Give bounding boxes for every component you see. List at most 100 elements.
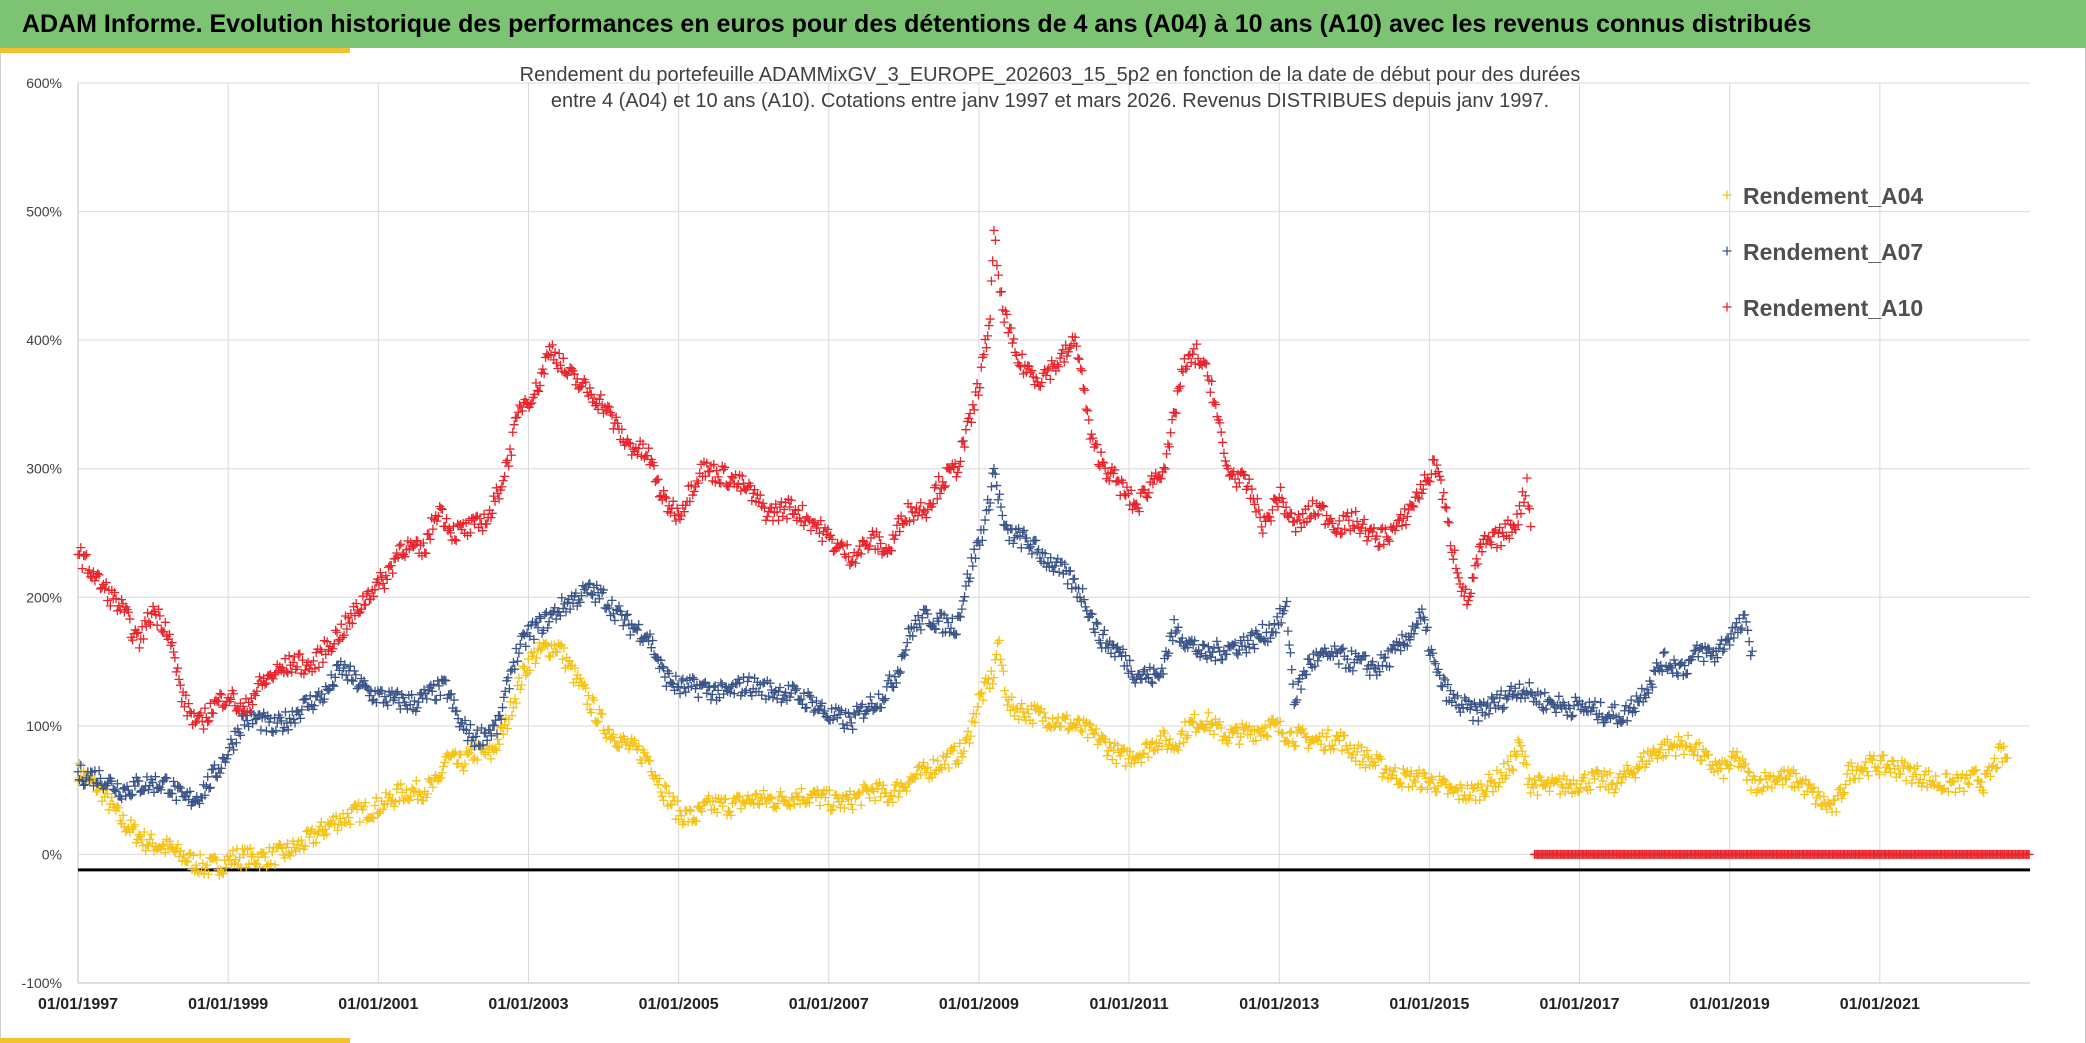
- data-point: [1358, 519, 1368, 529]
- data-point: [1554, 691, 1564, 701]
- data-point: [1188, 349, 1198, 359]
- data-point: [80, 780, 90, 790]
- data-point: [506, 666, 516, 676]
- data-point: [1293, 510, 1303, 520]
- data-point: [889, 534, 899, 544]
- data-point: [358, 591, 368, 601]
- data-point: [1287, 508, 1297, 518]
- data-point: [588, 590, 598, 600]
- data-point: [1072, 341, 1082, 351]
- data-point: [575, 674, 585, 684]
- data-point: [84, 775, 94, 785]
- data-point: [1027, 366, 1037, 376]
- data-point: [1217, 655, 1227, 665]
- chart-title-line: Rendement du portefeuille ADAMMixGV_3_EU…: [520, 64, 1581, 86]
- data-point: [1187, 716, 1197, 726]
- data-point: [949, 463, 959, 473]
- data-point: [700, 471, 710, 481]
- data-point: [1240, 641, 1250, 651]
- data-point: [1105, 737, 1115, 747]
- data-point: [940, 481, 950, 491]
- data-point: [778, 511, 788, 521]
- data-point: [691, 684, 701, 694]
- data-point: [440, 757, 450, 767]
- data-point: [505, 444, 515, 454]
- data-point: [817, 698, 827, 708]
- data-point: [472, 725, 482, 735]
- data-point: [646, 643, 656, 653]
- data-point: [1531, 780, 1541, 790]
- data-point: [1361, 763, 1371, 773]
- data-point: [642, 751, 652, 761]
- data-point: [152, 620, 162, 630]
- data-point: [724, 482, 734, 492]
- data-point: [1097, 457, 1107, 467]
- data-point: [1964, 779, 1974, 789]
- data-point: [1118, 478, 1128, 488]
- data-point: [1409, 775, 1419, 785]
- data-point: [562, 370, 572, 380]
- data-point: [1284, 738, 1294, 748]
- data-point: [132, 628, 142, 638]
- data-point: [386, 561, 396, 571]
- data-point: [414, 697, 424, 707]
- data-point: [382, 799, 392, 809]
- data-point: [1230, 474, 1240, 484]
- data-point: [1167, 415, 1177, 425]
- data-point: [1643, 688, 1653, 698]
- data-point: [816, 516, 826, 526]
- data-point: [745, 481, 755, 491]
- data-point: [111, 786, 121, 796]
- data-point: [1440, 502, 1450, 512]
- data-point: [775, 683, 785, 693]
- data-point: [806, 692, 816, 702]
- data-point: [76, 760, 86, 770]
- data-point: [1291, 741, 1301, 751]
- data-point: [93, 779, 103, 789]
- data-point: [315, 644, 325, 654]
- data-point: [1263, 732, 1273, 742]
- data-point: [205, 698, 215, 708]
- data-point: [239, 850, 249, 860]
- data-point: [1492, 543, 1502, 553]
- data-point: [490, 744, 500, 754]
- data-point: [1436, 681, 1446, 691]
- data-point: [1511, 525, 1521, 535]
- data-point: [848, 724, 858, 734]
- data-point: [460, 759, 470, 769]
- data-point: [1676, 736, 1686, 746]
- data-point: [1358, 757, 1368, 767]
- data-point: [101, 781, 111, 791]
- data-point: [837, 796, 847, 806]
- data-point: [1380, 652, 1390, 662]
- data-point: [1284, 640, 1294, 650]
- data-point: [1088, 433, 1098, 443]
- data-point: [369, 813, 379, 823]
- data-point: [331, 625, 341, 635]
- data-point: [996, 654, 1006, 664]
- data-point: [585, 578, 595, 588]
- data-point: [649, 461, 659, 471]
- data-point: [289, 652, 299, 662]
- data-point: [1477, 547, 1487, 557]
- data-point: [146, 829, 156, 839]
- data-point: [1186, 357, 1196, 367]
- data-point: [796, 694, 806, 704]
- data-point: [748, 488, 758, 498]
- data-point: [1453, 691, 1463, 701]
- data-point: [1344, 515, 1354, 525]
- data-point: [902, 786, 912, 796]
- data-point: [975, 689, 985, 699]
- data-point: [1264, 620, 1274, 630]
- data-point: [517, 406, 527, 416]
- data-point: [1413, 771, 1423, 781]
- data-point: [1495, 523, 1505, 533]
- data-point: [550, 347, 560, 357]
- data-point: [1060, 559, 1070, 569]
- data-point: [1326, 514, 1336, 524]
- data-point: [1611, 784, 1621, 794]
- data-point: [1413, 619, 1423, 629]
- data-point: [934, 616, 944, 626]
- data-point: [919, 758, 929, 768]
- series-zero-band: [1529, 849, 2034, 859]
